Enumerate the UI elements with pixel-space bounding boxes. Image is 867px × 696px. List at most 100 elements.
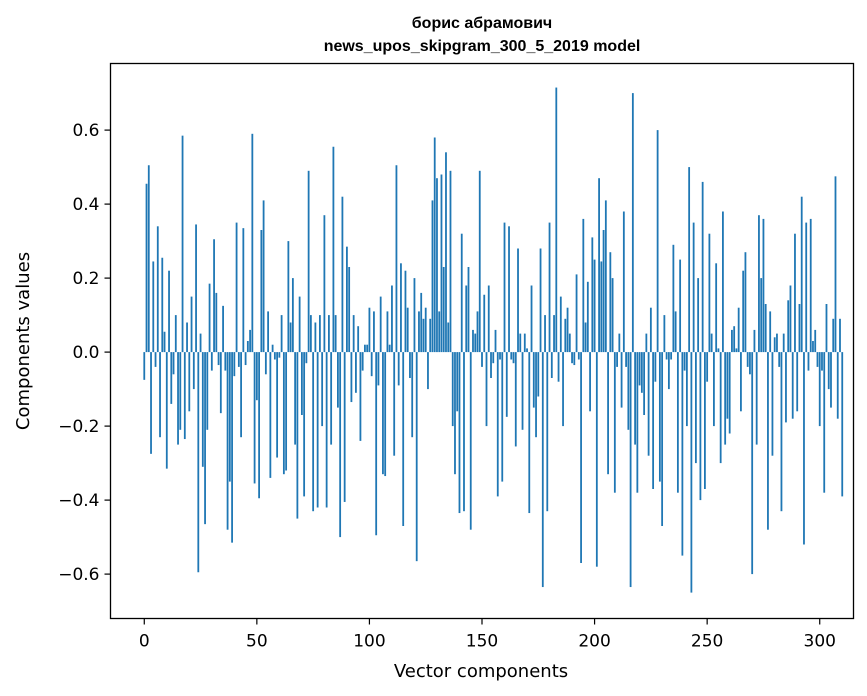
bar-175 <box>537 352 540 397</box>
bar-223 <box>645 333 648 353</box>
bar-69 <box>298 296 301 353</box>
bar-60 <box>278 352 281 358</box>
bar-15 <box>177 352 179 445</box>
bar-115 <box>402 352 405 526</box>
bar-203 <box>600 261 603 353</box>
bar-278 <box>769 311 772 353</box>
bar-110 <box>391 285 393 353</box>
bar-94 <box>355 352 357 393</box>
bar-99 <box>366 344 369 353</box>
bar-16 <box>179 352 182 430</box>
bar-44 <box>242 228 245 353</box>
bar-204 <box>602 230 605 353</box>
bar-265 <box>740 352 742 412</box>
bar-292 <box>800 196 803 353</box>
bar-35 <box>222 305 224 353</box>
bar-97 <box>361 352 364 371</box>
bar-163 <box>510 352 513 360</box>
bar-32 <box>215 292 218 353</box>
bar-207 <box>609 252 612 353</box>
y-axis-label: Components values <box>13 252 34 430</box>
bar-188 <box>566 307 569 353</box>
bar-182 <box>553 315 555 353</box>
bar-166 <box>517 248 519 353</box>
y-axis: −0.6 −0.4 −0.2 0.0 0.2 0.4 0.6 <box>58 121 111 585</box>
bar-230 <box>661 352 664 526</box>
bar-247 <box>699 352 702 501</box>
bar-45 <box>244 352 247 366</box>
bar-236 <box>674 311 677 353</box>
y-tick-label: −0.4 <box>58 491 99 511</box>
bar-304 <box>827 352 830 390</box>
bar-296 <box>809 218 812 353</box>
bar-57 <box>271 344 274 353</box>
bar-58 <box>273 352 276 360</box>
bar-308 <box>836 352 839 419</box>
y-tick-label: 0.2 <box>72 269 99 289</box>
bar-254 <box>715 263 718 353</box>
bar-121 <box>415 352 418 562</box>
bar-218 <box>634 352 636 445</box>
bar-244 <box>692 222 695 353</box>
bar-197 <box>586 281 589 353</box>
bar-157 <box>496 352 499 497</box>
bar-266 <box>742 270 745 353</box>
bar-7 <box>159 352 161 438</box>
bar-73 <box>307 170 310 353</box>
bar-93 <box>352 315 355 353</box>
bar-257 <box>722 211 724 353</box>
bar-238 <box>679 259 682 353</box>
bar-303 <box>825 304 828 353</box>
bar-50 <box>255 352 258 401</box>
bar-269 <box>749 352 751 375</box>
bar-29 <box>208 283 211 353</box>
y-tick-label: 0.6 <box>72 121 99 141</box>
bar-18 <box>183 352 186 440</box>
bar-290 <box>796 352 799 412</box>
bar-208 <box>611 278 614 353</box>
bar-298 <box>814 329 817 353</box>
bar-80 <box>323 215 326 353</box>
bar-297 <box>812 341 814 353</box>
bar-107 <box>384 352 387 477</box>
bar-196 <box>584 322 587 353</box>
bar-54 <box>264 352 267 375</box>
bar-171 <box>528 352 531 514</box>
bar-264 <box>737 307 740 353</box>
bar-206 <box>607 352 609 475</box>
bar-284 <box>782 333 785 353</box>
bar-10 <box>165 352 168 469</box>
bar-34 <box>219 352 222 414</box>
bar-62 <box>282 352 285 475</box>
bar-243 <box>690 352 693 593</box>
bar-279 <box>771 352 774 456</box>
bar-295 <box>807 352 810 371</box>
bar-192 <box>575 274 578 353</box>
x-tick-label: 50 <box>246 632 268 652</box>
bar-195 <box>582 218 585 353</box>
bar-169 <box>523 333 526 353</box>
bar-92 <box>350 352 353 403</box>
bar-33 <box>217 352 220 366</box>
x-tick-label: 250 <box>691 632 723 652</box>
bar-260 <box>728 352 731 434</box>
bar-1 <box>145 183 148 353</box>
bar-101 <box>370 352 373 377</box>
bar-70 <box>300 352 303 415</box>
bar-56 <box>269 352 272 478</box>
bar-135 <box>447 322 450 353</box>
bar-68 <box>296 352 299 519</box>
bar-288 <box>791 352 794 419</box>
bar-51 <box>258 352 260 499</box>
bar-123 <box>420 292 423 353</box>
bar-259 <box>726 352 729 419</box>
bar-67 <box>294 352 297 445</box>
bar-83 <box>330 352 333 445</box>
bar-28 <box>206 352 209 430</box>
bar-0 <box>143 352 146 380</box>
bar-98 <box>364 344 366 353</box>
bar-81 <box>325 352 328 508</box>
bar-170 <box>526 348 528 353</box>
bar-141 <box>460 233 463 353</box>
